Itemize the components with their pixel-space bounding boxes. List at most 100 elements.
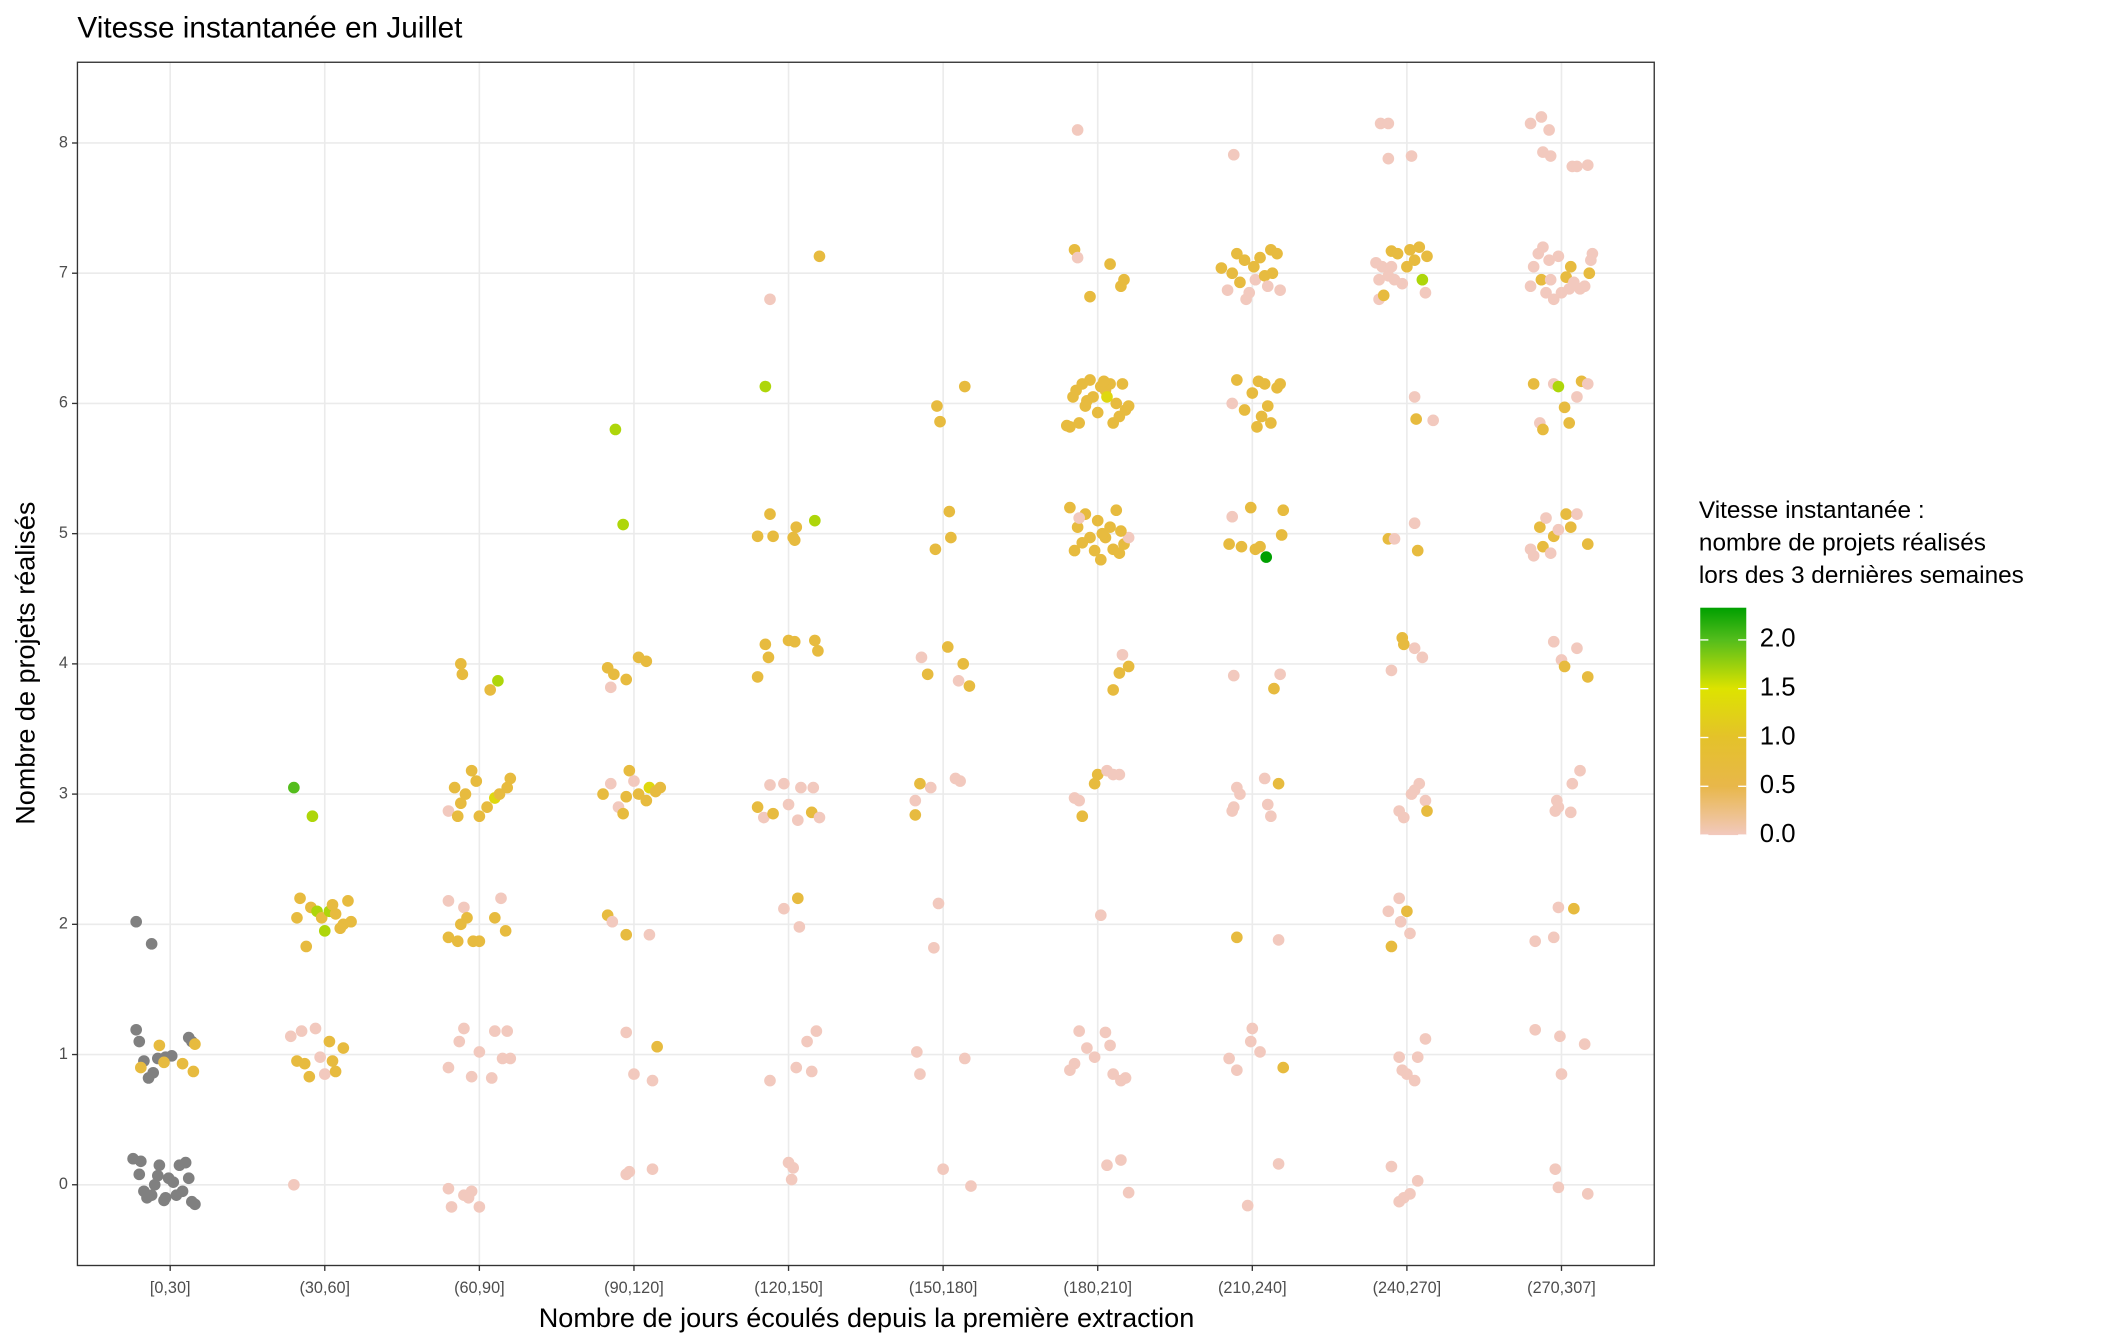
point (1427, 414, 1439, 427)
point (1107, 684, 1119, 696)
point (909, 794, 922, 807)
point (640, 655, 653, 668)
point (1255, 410, 1268, 423)
point (1221, 284, 1234, 296)
point (1581, 1188, 1594, 1200)
point (801, 1035, 813, 1048)
point (1073, 417, 1085, 429)
legend-title: Vitesse instantanée : (1699, 497, 1925, 524)
point (189, 1198, 201, 1211)
point (1115, 1154, 1127, 1166)
point (318, 1068, 331, 1080)
point (323, 1035, 336, 1048)
legend-title: nombre de projets réalisés (1699, 530, 1986, 557)
point (329, 908, 342, 920)
point (153, 1159, 166, 1172)
point (1527, 378, 1540, 390)
point (493, 788, 506, 800)
point (1552, 901, 1565, 914)
point (1411, 544, 1424, 557)
point (1116, 378, 1129, 390)
point (470, 775, 483, 787)
point (623, 764, 636, 777)
point (1091, 768, 1104, 781)
point (1408, 254, 1421, 267)
point (1064, 501, 1076, 514)
point (1563, 417, 1576, 429)
point (1535, 273, 1548, 286)
point (451, 935, 464, 948)
point (1413, 777, 1426, 790)
point (1382, 152, 1395, 165)
point (459, 788, 472, 800)
point (1081, 1042, 1093, 1054)
point (334, 922, 347, 935)
point (809, 514, 821, 527)
point (1419, 286, 1432, 299)
point (1401, 1068, 1413, 1080)
y-tick-label: 6 (59, 394, 68, 412)
point (1113, 667, 1126, 679)
point (1272, 777, 1285, 790)
point (963, 680, 976, 692)
point (1116, 648, 1129, 661)
point (1068, 544, 1081, 557)
point (1226, 397, 1239, 410)
point (1261, 400, 1274, 412)
point (1274, 284, 1286, 296)
point (1274, 668, 1286, 681)
point (795, 781, 807, 794)
point (315, 911, 328, 924)
point (342, 895, 354, 907)
point (176, 1185, 189, 1198)
point (1098, 375, 1110, 388)
point (791, 892, 804, 905)
point (182, 1172, 195, 1185)
point (807, 781, 820, 794)
point (764, 508, 776, 520)
point (1535, 111, 1548, 123)
point (1564, 806, 1577, 819)
point (1215, 262, 1228, 274)
point (620, 673, 633, 686)
point (813, 811, 826, 824)
point (604, 777, 617, 790)
point (1122, 1186, 1135, 1199)
point (788, 534, 801, 546)
legend-label: 0.5 (1760, 771, 1796, 799)
point (1544, 273, 1557, 286)
point (604, 681, 617, 694)
point (1258, 772, 1271, 785)
point (778, 902, 790, 915)
point (1231, 931, 1243, 944)
point (805, 1065, 818, 1078)
y-tick-label: 8 (59, 133, 68, 151)
point (1122, 660, 1135, 673)
point (1231, 1064, 1243, 1076)
point (620, 1026, 633, 1039)
point (1524, 117, 1537, 130)
point (1543, 254, 1555, 267)
point (1411, 1051, 1424, 1063)
point (134, 1155, 147, 1168)
point (1552, 250, 1565, 263)
point (1223, 1052, 1235, 1065)
point (1227, 669, 1240, 682)
point (793, 921, 806, 933)
y-axis-title: Nombre de projets réalisés (11, 502, 41, 825)
point (813, 250, 826, 263)
point (1574, 764, 1586, 777)
point (1377, 289, 1390, 302)
legend-title: lors des 3 dernières semaines (1699, 562, 2024, 589)
x-tick-label: (90,120] (604, 1279, 664, 1297)
point (504, 772, 517, 785)
point (158, 1056, 170, 1069)
point (952, 674, 965, 687)
point (1581, 159, 1594, 171)
point (1408, 391, 1421, 403)
point (442, 931, 455, 944)
point (1101, 1159, 1113, 1172)
point (1555, 1068, 1568, 1080)
point (147, 1066, 160, 1079)
point (1104, 258, 1116, 270)
